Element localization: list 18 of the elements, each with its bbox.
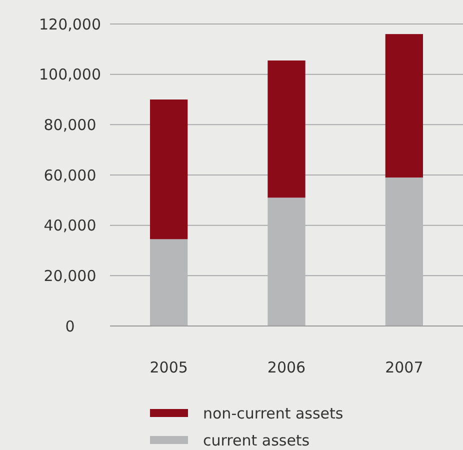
legend-label: current assets bbox=[203, 431, 310, 450]
y-tick-label: 0 bbox=[65, 317, 75, 336]
y-tick-label: 20,000 bbox=[44, 266, 96, 285]
bar bbox=[385, 178, 423, 326]
bar bbox=[268, 60, 306, 198]
bar bbox=[150, 100, 188, 240]
y-tick-label: 80,000 bbox=[44, 116, 96, 134]
legend-label: non-current assets bbox=[203, 404, 344, 422]
y-tick-label: 100,000 bbox=[38, 66, 102, 84]
bar bbox=[268, 198, 306, 326]
x-tick-label: 2006 bbox=[267, 358, 306, 376]
y-tick-label: 120,000 bbox=[38, 15, 102, 34]
bar bbox=[150, 239, 188, 326]
x-tick-label: 2005 bbox=[150, 358, 188, 376]
x-tick-label: 2007 bbox=[385, 358, 424, 376]
y-tick-label: 60,000 bbox=[44, 166, 96, 184]
bar bbox=[385, 34, 423, 178]
y-tick-label: 40,000 bbox=[44, 216, 96, 235]
